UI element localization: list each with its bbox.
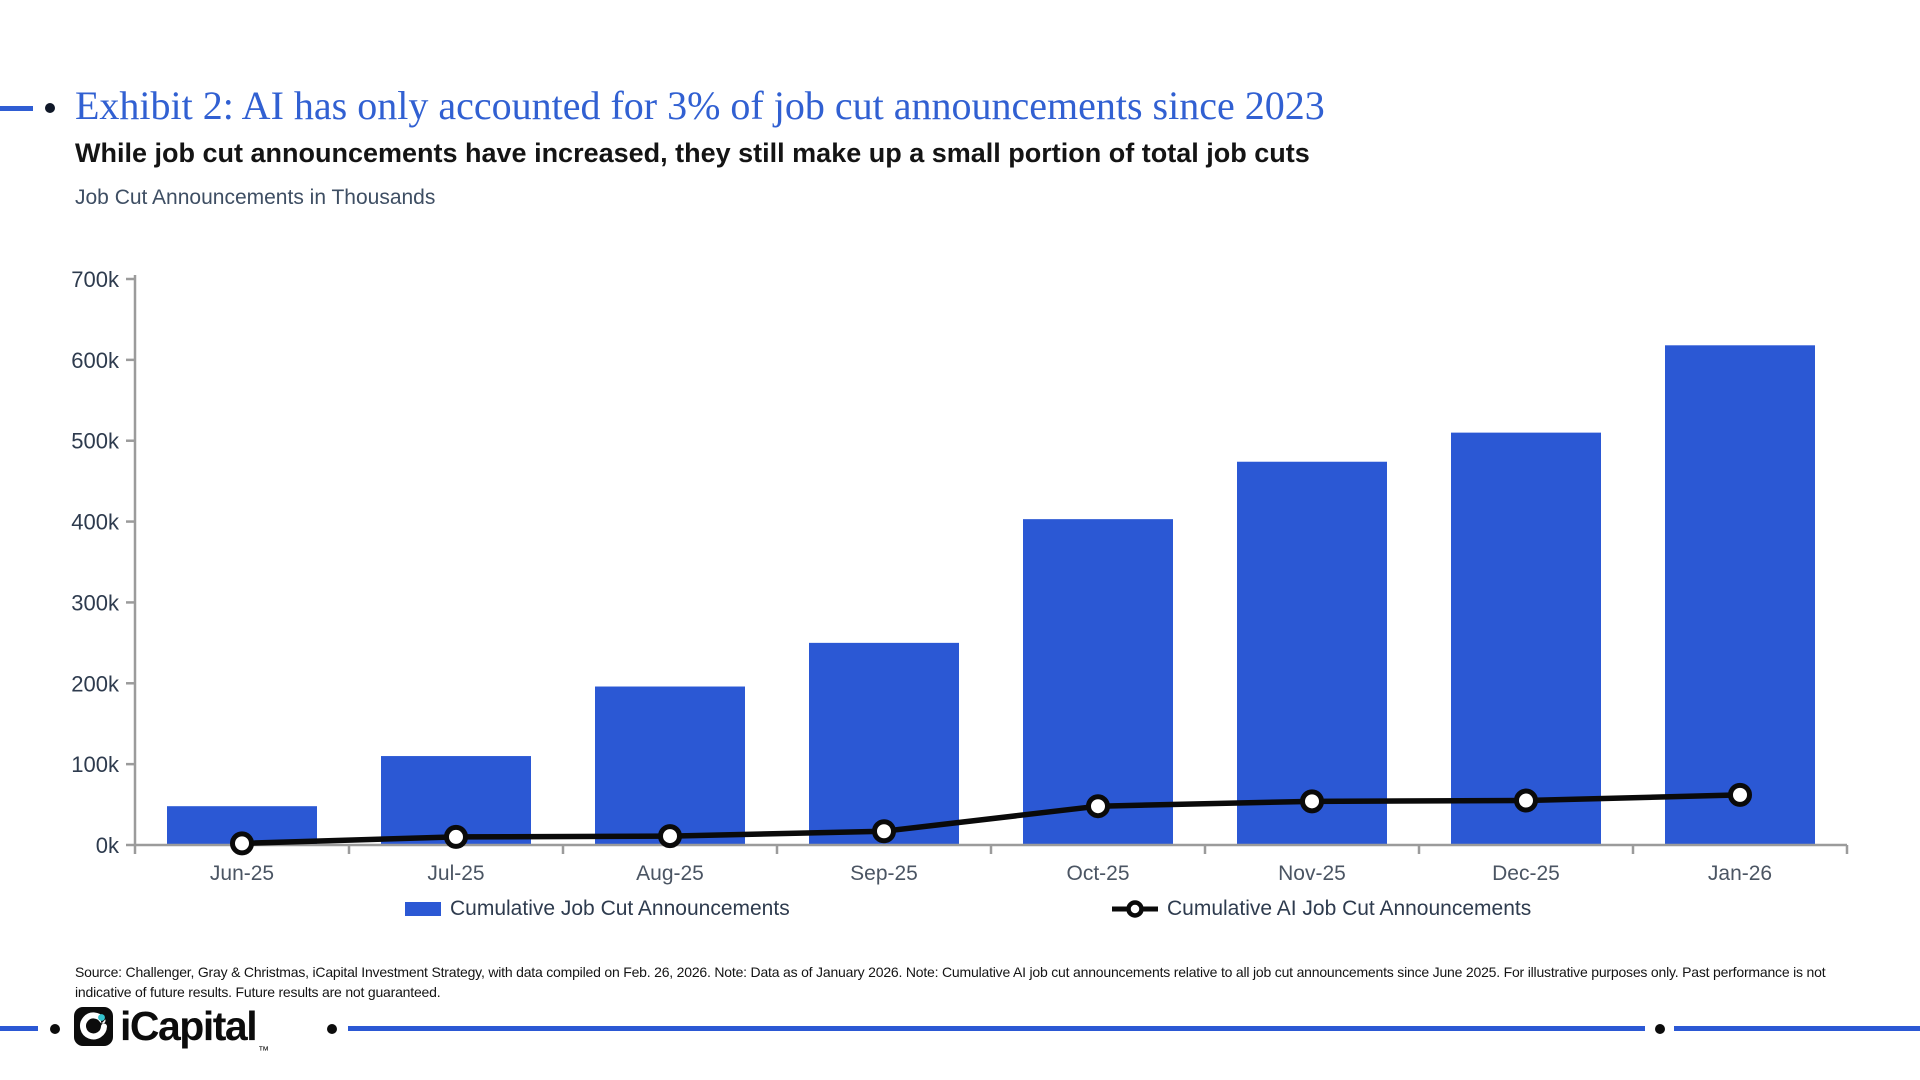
bottom-bullet-2 bbox=[327, 1024, 337, 1034]
y-tick-label: 200k bbox=[71, 671, 120, 696]
bar-Oct-25 bbox=[1023, 519, 1173, 845]
line-marker-Oct-25 bbox=[1086, 794, 1110, 819]
x-tick-label: Dec-25 bbox=[1492, 862, 1560, 885]
y-tick-label: 500k bbox=[71, 429, 120, 454]
legend-item-line: Cumulative AI Job Cut Announcements bbox=[1112, 897, 1531, 921]
source-note: Source: Challenger, Gray & Christmas, iC… bbox=[75, 964, 1826, 1001]
x-tick-label: Aug-25 bbox=[636, 862, 704, 885]
x-tick-label: Oct-25 bbox=[1066, 862, 1129, 885]
line-marker-Jun-25 bbox=[230, 831, 254, 856]
y-tick-label: 0k bbox=[96, 833, 120, 858]
top-left-bullet bbox=[45, 103, 55, 113]
y-tick-label: 400k bbox=[71, 510, 120, 535]
top-left-rule bbox=[0, 106, 33, 111]
x-tick-label: Jun-25 bbox=[210, 862, 274, 885]
y-tick-label: 300k bbox=[71, 590, 120, 615]
line-marker-Jan-26 bbox=[1728, 782, 1752, 807]
line-legend-label: Cumulative AI Job Cut Announcements bbox=[1167, 897, 1532, 920]
line-marker-Jul-25 bbox=[444, 824, 468, 849]
bar-Nov-25 bbox=[1237, 461, 1387, 845]
line-marker-Nov-25 bbox=[1300, 789, 1324, 814]
bottom-bullet-3 bbox=[1655, 1024, 1665, 1034]
line-marker-Dec-25 bbox=[1514, 788, 1538, 813]
trademark-symbol: ™ bbox=[258, 1045, 269, 1057]
bar-Sep-25 bbox=[809, 642, 959, 845]
x-tick-label: Jul-25 bbox=[427, 862, 484, 885]
icapital-logo-mark-icon bbox=[74, 1007, 113, 1046]
line-legend-marker-icon bbox=[1112, 900, 1158, 918]
bar-Dec-25 bbox=[1451, 432, 1601, 845]
line-marker-Sep-25 bbox=[872, 819, 896, 844]
x-tick-label: Jan-26 bbox=[1708, 862, 1772, 885]
bottom-rule-left bbox=[348, 1026, 1645, 1031]
ai-line-series bbox=[241, 792, 1741, 847]
x-tick-label: Sep-25 bbox=[850, 862, 918, 885]
bar-Jan-26 bbox=[1665, 345, 1815, 845]
bar-legend-label: Cumulative Job Cut Announcements bbox=[450, 897, 790, 920]
y-tick-label: 600k bbox=[71, 348, 120, 373]
y-tick-label: 700k bbox=[71, 267, 120, 292]
legend-item-bars: Cumulative Job Cut Announcements bbox=[405, 897, 790, 921]
bottom-left-rule bbox=[0, 1026, 38, 1031]
bar-Aug-25 bbox=[595, 686, 745, 845]
bottom-rule-right bbox=[1674, 1026, 1920, 1031]
line-marker-Aug-25 bbox=[658, 824, 682, 849]
bar-legend-swatch-icon bbox=[405, 902, 441, 916]
exhibit-title: Exhibit 2: AI has only accounted for 3% … bbox=[75, 83, 1325, 128]
icapital-wordmark: iCapital™ bbox=[120, 1003, 269, 1058]
exhibit-subtitle: While job cut announcements have increas… bbox=[75, 138, 1310, 168]
chart-units-label: Job Cut Announcements in Thousands bbox=[75, 186, 436, 209]
y-tick-label: 100k bbox=[71, 752, 120, 777]
icapital-logo: iCapital™ bbox=[74, 1003, 269, 1058]
x-tick-label: Nov-25 bbox=[1278, 862, 1346, 885]
bottom-bullet-1 bbox=[50, 1024, 60, 1034]
